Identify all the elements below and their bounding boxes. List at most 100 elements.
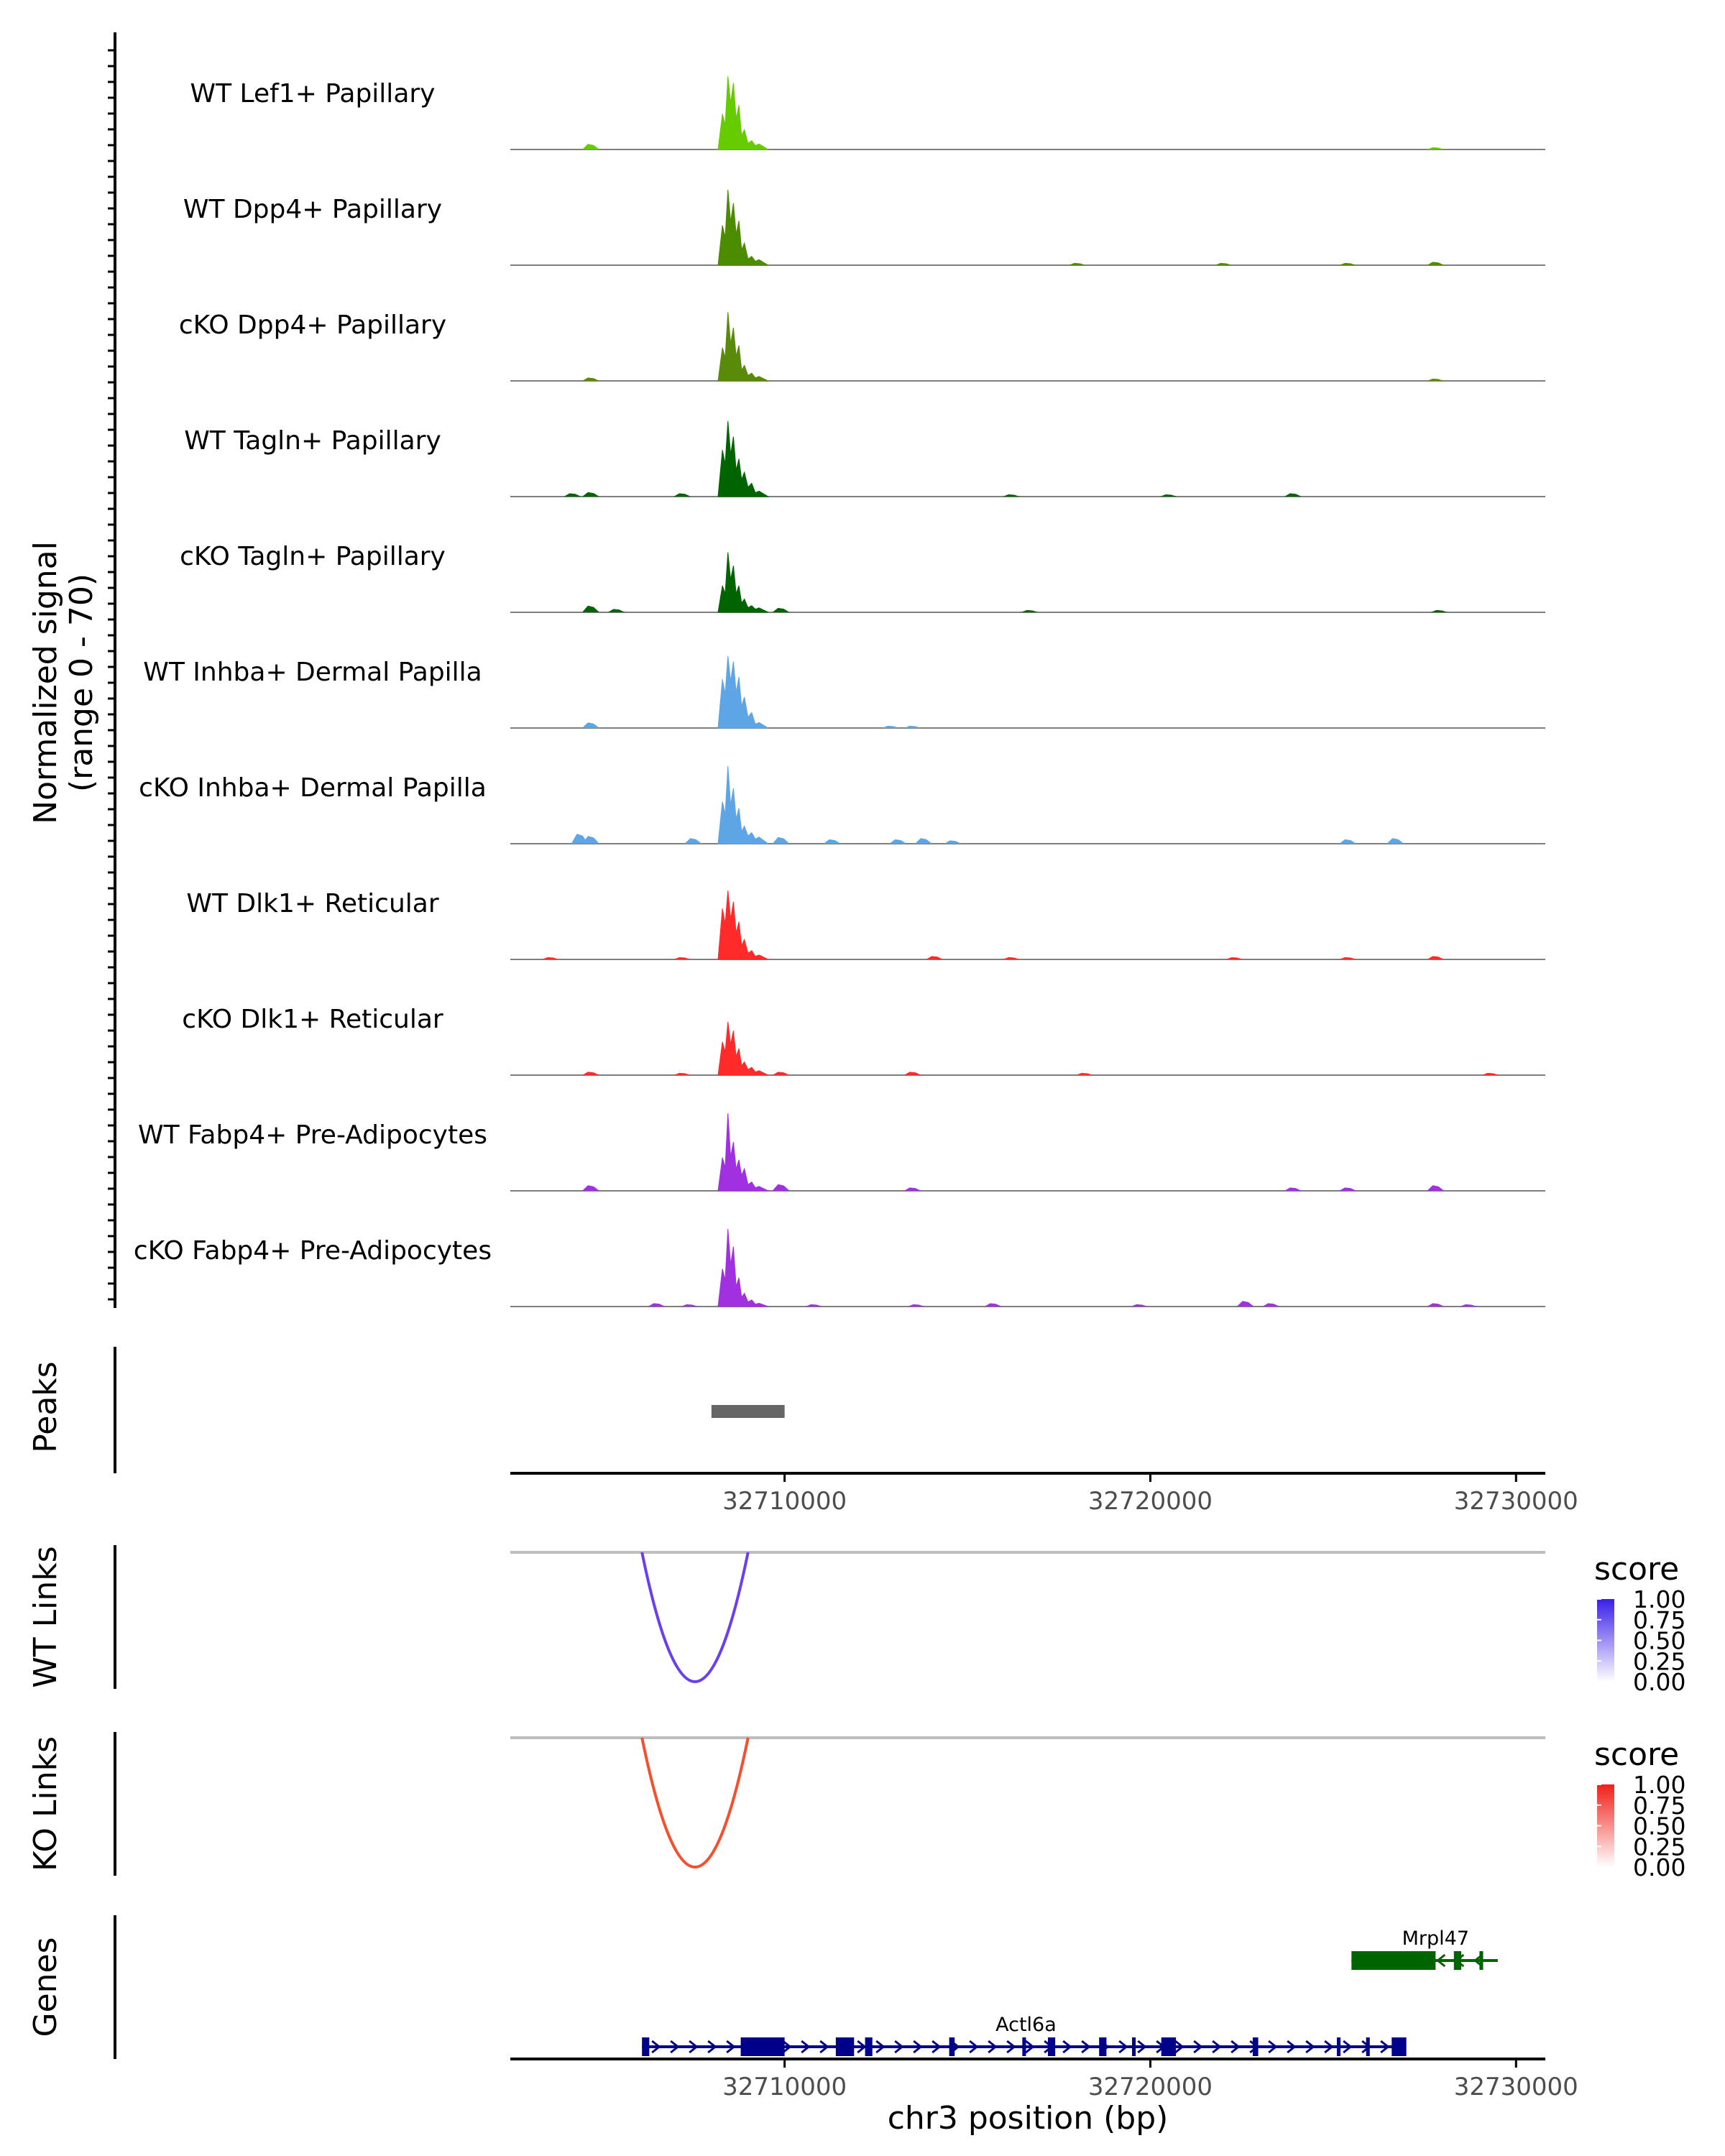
signal-bump (1427, 1185, 1445, 1191)
signal-bump (1068, 262, 1086, 265)
strand-arrow (1343, 2040, 1353, 2054)
signal-bump (772, 1072, 790, 1075)
signal-bump (1021, 609, 1039, 612)
signal-bump (1215, 262, 1233, 265)
track-1: WT Lef1+ Papillary (190, 76, 1545, 150)
track-11: cKO Fabp4+ Pre-Adipocytes (134, 1228, 1545, 1307)
strand-arrow (1137, 2040, 1147, 2054)
strand-arrow (1305, 2040, 1315, 2054)
signal-peak (717, 1228, 768, 1307)
track-5: cKO Tagln+ Papillary (180, 542, 1545, 613)
signal-bump (581, 836, 599, 844)
strand-arrow (1174, 2040, 1184, 2054)
genes-layer: Mrpl47 Actl6a (642, 1927, 1498, 2056)
gene-Mrpl47: Mrpl47 (1351, 1927, 1498, 1970)
signal-bump (648, 1303, 666, 1307)
strand-arrow (1268, 2040, 1278, 2054)
peaks-panel-label: Peaks (27, 1361, 64, 1452)
track-8: WT Dlk1+ Reticular (186, 889, 1545, 960)
gene-exon (642, 2037, 650, 2056)
gene-exon (1479, 1951, 1484, 1970)
strand-arrow (1435, 1953, 1446, 1968)
strand-arrow (1193, 2040, 1203, 2054)
track-label: cKO Fabp4+ Pre-Adipocytes (134, 1236, 492, 1266)
gene-exon (1161, 2037, 1177, 2056)
signal-bump (684, 838, 702, 844)
strand-arrow (801, 2040, 811, 2054)
x-tick-label: 32720000 (1088, 2073, 1213, 2101)
signal-bump (1386, 838, 1404, 844)
gene-exon (1099, 2037, 1107, 2056)
track-10: WT Fabp4+ Pre-Adipocytes (138, 1112, 1545, 1192)
signal-peak (717, 190, 770, 266)
gene-exon (1047, 2037, 1056, 2056)
x-tick-label: 32730000 (1454, 2073, 1578, 2101)
track-6: WT Inhba+ Dermal Papilla (143, 655, 1545, 729)
signal-bump (1159, 494, 1177, 497)
signal-bump (581, 1072, 599, 1075)
signal-peak (717, 421, 770, 497)
signal-bump (772, 1184, 790, 1191)
track-label: cKO Dlk1+ Reticular (182, 1005, 443, 1034)
coverage-tracks: WT Lef1+ Papillary WT Dpp4+ Papillary cKO … (134, 76, 1545, 1307)
signal-bump (581, 1185, 599, 1191)
x-tick-label: 32710000 (722, 1487, 847, 1516)
strand-arrow (1212, 2040, 1222, 2054)
signal-bump (1427, 378, 1445, 381)
track-2: WT Dpp4+ Papillary (183, 190, 1545, 266)
strand-arrow (1287, 2040, 1297, 2054)
coverage-y-ticks (108, 49, 115, 1301)
track-label: WT Lef1+ Papillary (190, 79, 436, 109)
signal-bump (926, 956, 944, 959)
signal-bump (1075, 1072, 1093, 1075)
signal-bump (772, 837, 790, 844)
signal-bump (673, 957, 691, 959)
signal-bump (564, 493, 581, 497)
track-label: WT Tagln+ Papillary (184, 426, 441, 456)
strand-arrow (1324, 2040, 1334, 2054)
legend-tick-label: 0.25 (1633, 1647, 1685, 1675)
signal-bump (541, 957, 559, 959)
track-label: WT Dlk1+ Reticular (186, 889, 438, 918)
signal-bump (581, 377, 599, 381)
peaks-layer (711, 1405, 785, 1418)
signal-bump (581, 144, 599, 149)
strand-arrow (894, 2040, 904, 2054)
signal-bump (903, 1187, 921, 1191)
strand-arrow (819, 2040, 829, 2054)
gene-Actl6a: Actl6a (642, 2014, 1407, 2056)
signal-bump (1003, 494, 1021, 497)
wt-links-label: WT Links (27, 1546, 64, 1687)
gene-exon (1351, 1951, 1436, 1970)
legend-tick-label: 0.00 (1633, 1668, 1685, 1696)
wt-score-legend: score 1.000.750.500.250.00 (1594, 1551, 1685, 1696)
signal-bump (944, 840, 962, 844)
strand-arrow (1230, 2040, 1241, 2054)
x-axis-title: chr3 position (bp) (888, 2100, 1169, 2137)
signal-bump (581, 605, 599, 612)
signal-bump (1339, 262, 1357, 265)
track-label: cKO Dpp4+ Papillary (179, 310, 446, 340)
strand-arrow (932, 2040, 942, 2054)
gene-exon (1022, 2037, 1026, 2056)
strand-arrow (707, 2040, 717, 2054)
legend-tick-label: 0.75 (1633, 1792, 1685, 1820)
signal-peak (717, 890, 768, 960)
signal-bump (1284, 493, 1302, 497)
ko-links-label: KO Links (27, 1736, 64, 1871)
wt-links-layer (640, 1552, 750, 1683)
ko-links-layer (640, 1737, 750, 1869)
signal-bump (1481, 1072, 1499, 1075)
signal-bump (805, 1304, 823, 1307)
strand-arrow (988, 2040, 998, 2054)
genes-panel-label: Genes (27, 1937, 64, 2037)
genomic-axis-top-ticks: 32710000 32720000 32730000 (722, 1473, 1578, 1516)
signal-bump (1339, 839, 1357, 844)
track-label: WT Dpp4+ Papillary (183, 195, 442, 224)
legend-tick-label: 1.00 (1633, 1771, 1685, 1799)
legend-tick-label: 0.75 (1633, 1606, 1685, 1634)
signal-bump (1284, 1187, 1302, 1191)
signal-bump (1427, 147, 1445, 149)
signal-bump (1430, 609, 1448, 612)
